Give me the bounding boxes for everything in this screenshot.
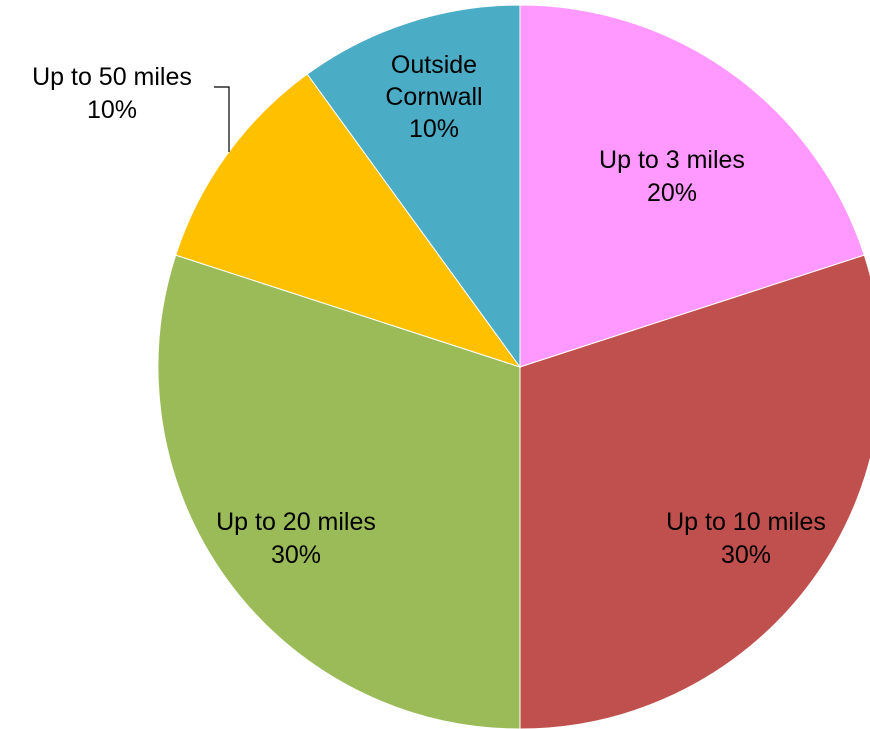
data-label-up-to-20-miles: Up to 20 miles 30% xyxy=(216,508,376,569)
leader-line-up-to-50-miles xyxy=(214,86,230,152)
data-label-up-to-10-miles: Up to 10 miles 30% xyxy=(666,508,826,569)
leader-lines xyxy=(214,86,230,152)
data-label-outside-cornwall: Outside Cornwall 10% xyxy=(385,51,482,143)
data-label-text: Up to 10 miles xyxy=(666,508,826,536)
data-label-text: Up to 50 miles xyxy=(32,63,192,91)
data-label-percent: 30% xyxy=(271,541,321,569)
pie-slice-up-to-20-miles xyxy=(157,254,521,729)
data-label-text: Up to 20 miles xyxy=(216,508,376,536)
data-label-text: Cornwall xyxy=(385,83,482,111)
data-label-percent: 10% xyxy=(409,115,459,143)
data-label-percent: 30% xyxy=(721,541,771,569)
data-label-percent: 10% xyxy=(87,96,137,124)
pie-slice-up-to-10-miles xyxy=(519,254,870,729)
data-label-text: Outside xyxy=(391,51,477,79)
pie-slice-up-to-3-miles xyxy=(519,4,865,368)
data-label-text: Up to 3 miles xyxy=(599,146,745,174)
data-label-percent: 20% xyxy=(647,179,697,207)
data-labels: Up to 3 miles 20%Up to 10 miles 30%Up to 2… xyxy=(32,51,826,569)
pie-slices xyxy=(157,4,870,729)
data-label-up-to-3-miles: Up to 3 miles 20% xyxy=(599,146,745,207)
data-label-up-to-50-miles: Up to 50 miles 10% xyxy=(32,63,192,124)
pie-slice-outside-cornwall xyxy=(306,4,521,369)
pie-slice-up-to-50-miles xyxy=(175,73,522,368)
